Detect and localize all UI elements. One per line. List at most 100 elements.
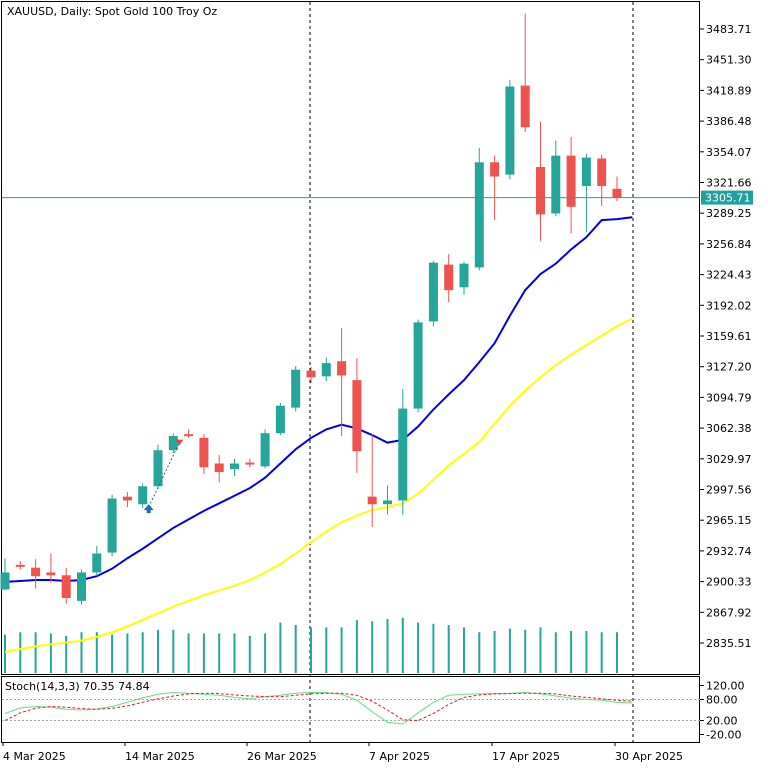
candle[interactable] (428, 260, 438, 327)
time-tick-label: 17 Apr 2025 (492, 750, 560, 763)
candle[interactable] (337, 328, 347, 437)
candle[interactable] (490, 155, 500, 221)
price-tick-label: 3127.20 (706, 361, 752, 374)
candle-body (597, 158, 607, 186)
price-tick-label: 2835.51 (706, 637, 752, 650)
candle-body (184, 434, 194, 437)
candle[interactable] (398, 388, 408, 515)
sell-arrow-icon[interactable] (175, 439, 184, 446)
volume-bars (4, 617, 618, 673)
candle-body (444, 264, 454, 291)
candle-body (61, 575, 71, 599)
candle[interactable] (214, 454, 224, 483)
candle[interactable] (92, 545, 102, 577)
chart-title: XAUUSD, Daily: Spot Gold 100 Troy Oz (7, 5, 217, 18)
candle[interactable] (321, 357, 331, 382)
time-axis[interactable]: 4 Mar 2025 14 Mar 2025 26 Mar 2025 7 Apr 20… (2, 742, 683, 763)
buy-arrow-icon[interactable] (143, 504, 154, 514)
moving-averages (4, 216, 633, 653)
candle-body (306, 370, 316, 378)
candle[interactable] (153, 444, 163, 490)
candle[interactable] (444, 254, 454, 303)
candle[interactable] (383, 485, 392, 515)
price-tick-label: 2867.92 (706, 606, 752, 619)
candle[interactable] (520, 13, 530, 132)
time-tick-label: 26 Mar 2025 (247, 750, 317, 763)
stochastic-lines (2, 691, 700, 725)
price-tick-label: 3418.89 (706, 84, 752, 97)
current-price-label: 3305.71 (705, 192, 751, 205)
price-tick-label: 3451.30 (706, 54, 752, 67)
candle[interactable] (230, 458, 239, 476)
candle-body (168, 436, 178, 451)
candle[interactable] (306, 366, 316, 383)
candle[interactable] (612, 176, 622, 202)
stoch-tick-label: -20.00 (706, 729, 741, 742)
candle[interactable] (245, 458, 255, 468)
candle[interactable] (77, 569, 86, 605)
candle-body (31, 567, 41, 577)
candle[interactable] (107, 494, 117, 557)
stoch-tick-label: 120.00 (706, 680, 745, 693)
price-tick-label: 3256.84 (706, 238, 752, 251)
candle[interactable] (61, 567, 71, 604)
stoch-title: Stoch(14,3,3) 70.35 74.84 (5, 680, 150, 693)
candle[interactable] (31, 559, 41, 589)
candle[interactable] (505, 79, 515, 180)
candle-body (245, 462, 255, 465)
price-tick-label: 3321.66 (706, 177, 752, 190)
candlesticks[interactable] (0, 13, 622, 605)
candle[interactable] (0, 558, 10, 591)
ma-fast-line (4, 216, 633, 583)
price-tick-label: 3289.25 (706, 207, 752, 220)
candle-body (612, 188, 622, 198)
time-tick-label: 4 Mar 2025 (3, 750, 66, 763)
candle-body (459, 263, 469, 288)
candle[interactable] (46, 553, 56, 583)
candle[interactable] (474, 148, 484, 271)
candle[interactable] (413, 319, 423, 413)
candle-body (291, 369, 301, 408)
candle[interactable] (122, 491, 132, 508)
stoch-tick-label: 80.00 (706, 694, 738, 707)
candle[interactable] (138, 483, 148, 509)
candle[interactable] (260, 429, 270, 469)
stoch-panel-frame (1, 676, 700, 743)
stoch-main-line (4, 691, 633, 725)
candle-body (566, 155, 576, 207)
price-tick-label: 3483.71 (706, 23, 752, 36)
candle-body (367, 496, 377, 505)
price-tick-label: 3029.97 (706, 453, 752, 466)
candle[interactable] (199, 434, 209, 474)
candle-body (77, 572, 86, 601)
candle[interactable] (459, 261, 469, 295)
price-axis[interactable]: 3483.71 3451.30 3418.89 3386.48 3354.07 3321.… (700, 23, 752, 650)
candle[interactable] (581, 153, 591, 233)
price-tick-label: 3386.48 (706, 115, 752, 128)
time-tick-label: 14 Mar 2025 (125, 750, 195, 763)
candle[interactable] (184, 429, 194, 438)
candle[interactable] (536, 121, 545, 241)
candle-body (138, 486, 148, 505)
candle[interactable] (352, 358, 362, 473)
candle-body (92, 553, 102, 573)
current-price-label-bg (701, 190, 753, 205)
time-tick-label: 30 Apr 2025 (615, 750, 683, 763)
candle[interactable] (168, 433, 178, 454)
price-tick-label: 3062.38 (706, 422, 752, 435)
candle[interactable] (15, 561, 25, 570)
candle[interactable] (367, 434, 377, 527)
candle[interactable] (275, 402, 285, 436)
candle-body (474, 162, 484, 268)
trade-markers[interactable] (143, 439, 184, 514)
candle[interactable] (566, 136, 576, 234)
candle-body (551, 155, 561, 214)
candle[interactable] (291, 365, 301, 412)
price-tick-label: 2932.74 (706, 545, 752, 558)
ma-slow-line (4, 317, 633, 653)
candle-body (383, 500, 392, 505)
stoch-tick-label: 20.00 (706, 715, 738, 728)
candle[interactable] (551, 140, 561, 217)
